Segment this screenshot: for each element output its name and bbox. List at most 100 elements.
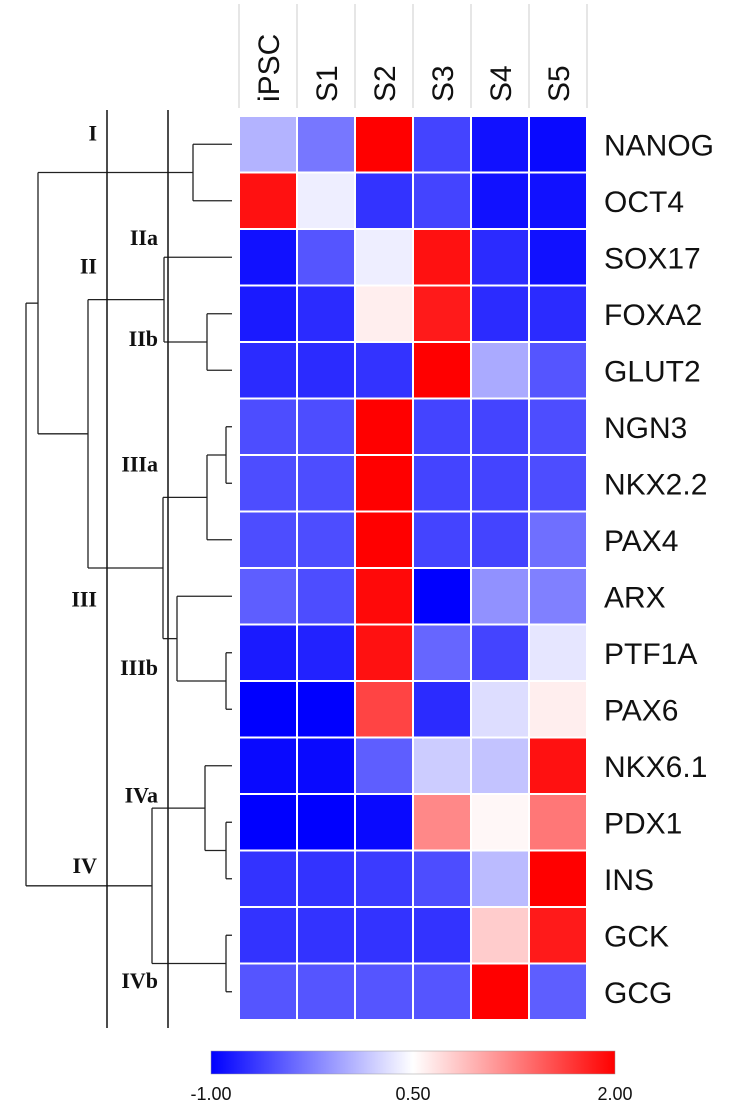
heatmap-cell-nanog-ipsc <box>238 115 298 174</box>
cluster-label-iiib: IIIb <box>120 655 158 680</box>
heatmap-cell-glut2-s2 <box>354 341 414 400</box>
heatmap-cell-foxa2-s3 <box>412 284 472 343</box>
heatmap-cell-oct4-s5 <box>528 171 588 230</box>
column-label-s4: S4 <box>485 65 518 102</box>
heatmap-cell-glut2-ipsc <box>238 341 298 400</box>
heatmap-cell-arx-s5 <box>528 567 588 626</box>
cluster-label-iib: IIb <box>129 326 158 351</box>
heatmap-cell-ins-ipsc <box>238 849 298 908</box>
cluster-label-ii: II <box>80 253 97 278</box>
heatmap-cell-pdx1-s2 <box>354 793 414 852</box>
heatmap-cell-ptf1a-s5 <box>528 623 588 682</box>
heatmap-cell-ins-s5 <box>528 849 588 908</box>
heatmap-cell-sox17-s2 <box>354 228 414 287</box>
legend-tick-label: 0.50 <box>395 1084 430 1104</box>
heatmap-cell-gck-ipsc <box>238 906 298 965</box>
heatmap-cell-sox17-ipsc <box>238 228 298 287</box>
heatmap-cell-pax6-ipsc <box>238 680 298 739</box>
color-legend: -1.00 0.50 2.00 <box>190 1050 633 1104</box>
heatmap-cell-pax4-s4 <box>470 510 530 569</box>
cluster-label-iii: III <box>71 586 97 611</box>
heatmap-cell-nanog-s4 <box>470 115 530 174</box>
heatmap-cell-foxa2-s5 <box>528 284 588 343</box>
heatmap-cell-pax6-s3 <box>412 680 472 739</box>
heatmap-cell-ngn3-ipsc <box>238 397 298 456</box>
heatmap-cell-nkx61-s3 <box>412 736 472 795</box>
row-label-pdx1: PDX1 <box>604 807 682 840</box>
heatmap-cell-nanog-s3 <box>412 115 472 174</box>
row-label-glut2: GLUT2 <box>604 355 701 388</box>
heatmap-cell-oct4-s2 <box>354 171 414 230</box>
heatmap-cell-nkx22-s2 <box>354 454 414 513</box>
column-labels: iPSC S1 S2 S3 S4 S5 <box>238 4 588 108</box>
heatmap-cell-glut2-s1 <box>296 341 356 400</box>
heatmap-cell-oct4-s1 <box>296 171 356 230</box>
heatmap-cell-pax4-ipsc <box>238 510 298 569</box>
row-label-foxa2: FOXA2 <box>604 299 702 332</box>
heatmap-cell-ptf1a-s2 <box>354 623 414 682</box>
heatmap-cell-nanog-s5 <box>528 115 588 174</box>
heatmap-cell-gcg-s1 <box>296 962 356 1021</box>
heatmap-cell-nkx61-s4 <box>470 736 530 795</box>
heatmap-cell-ins-s3 <box>412 849 472 908</box>
heatmap-cell-ptf1a-ipsc <box>238 623 298 682</box>
heatmap-cell-arx-s3 <box>412 567 472 626</box>
cluster-label-iva: IVa <box>125 782 158 807</box>
column-label-s1: S1 <box>311 65 344 102</box>
heatmap-cell-nkx61-s5 <box>528 736 588 795</box>
heatmap-cell-nkx22-ipsc <box>238 454 298 513</box>
row-label-pax6: PAX6 <box>604 694 679 727</box>
heatmap-cell-pax6-s1 <box>296 680 356 739</box>
heatmap-cell-arx-s2 <box>354 567 414 626</box>
row-label-nanog: NANOG <box>604 129 714 162</box>
heatmap-cell-nkx61-s2 <box>354 736 414 795</box>
row-label-gck: GCK <box>604 920 669 953</box>
heatmap-cell-foxa2-s1 <box>296 284 356 343</box>
heatmap-cell-ngn3-s2 <box>354 397 414 456</box>
heatmap-cell-foxa2-s2 <box>354 284 414 343</box>
row-label-pax4: PAX4 <box>604 525 679 558</box>
heatmap-cell-pax6-s5 <box>528 680 588 739</box>
heatmap-cell-gck-s1 <box>296 906 356 965</box>
heatmap-cell-oct4-s4 <box>470 171 530 230</box>
heatmap-cell-ptf1a-s4 <box>470 623 530 682</box>
heatmap-cell-nkx61-ipsc <box>238 736 298 795</box>
heatmap-cell-gcg-s5 <box>528 962 588 1021</box>
heatmap-cell-sox17-s1 <box>296 228 356 287</box>
heatmap-cell-oct4-s3 <box>412 171 472 230</box>
heatmap-cell-pax4-s3 <box>412 510 472 569</box>
cluster-label-i: I <box>88 120 97 145</box>
row-label-gcg: GCG <box>604 977 672 1010</box>
heatmap-cell-ins-s2 <box>354 849 414 908</box>
heatmap-cell-nanog-s1 <box>296 115 356 174</box>
dendrogram <box>25 110 232 1028</box>
heatmap-cell-gcg-ipsc <box>238 962 298 1021</box>
heatmap-cell-pdx1-ipsc <box>238 793 298 852</box>
heatmap-cell-pdx1-s1 <box>296 793 356 852</box>
heatmap-cell-ptf1a-s1 <box>296 623 356 682</box>
heatmap-cell-foxa2-ipsc <box>238 284 298 343</box>
row-label-nkx61: NKX6.1 <box>604 751 707 784</box>
row-label-ptf1a: PTF1A <box>604 638 697 671</box>
column-label-s5: S5 <box>543 65 576 102</box>
heatmap-cell-foxa2-s4 <box>470 284 530 343</box>
heatmap-cell-ins-s1 <box>296 849 356 908</box>
heatmap-cell-ngn3-s1 <box>296 397 356 456</box>
heatmap-cell-gck-s2 <box>354 906 414 965</box>
heatmap-cell-arx-s1 <box>296 567 356 626</box>
heatmap-cell-ngn3-s3 <box>412 397 472 456</box>
legend-color-bar <box>210 1050 616 1075</box>
heatmap-cell-pax4-s5 <box>528 510 588 569</box>
row-label-ngn3: NGN3 <box>604 412 687 445</box>
row-label-nkx22: NKX2.2 <box>604 468 707 501</box>
row-label-sox17: SOX17 <box>604 242 701 275</box>
heatmap-cell-pdx1-s4 <box>470 793 530 852</box>
column-label-s2: S2 <box>369 65 402 102</box>
row-label-ins: INS <box>604 864 654 897</box>
heatmap-cell-sox17-s4 <box>470 228 530 287</box>
heatmap-cell-pax6-s4 <box>470 680 530 739</box>
cluster-label-ivb: IVb <box>121 968 158 993</box>
